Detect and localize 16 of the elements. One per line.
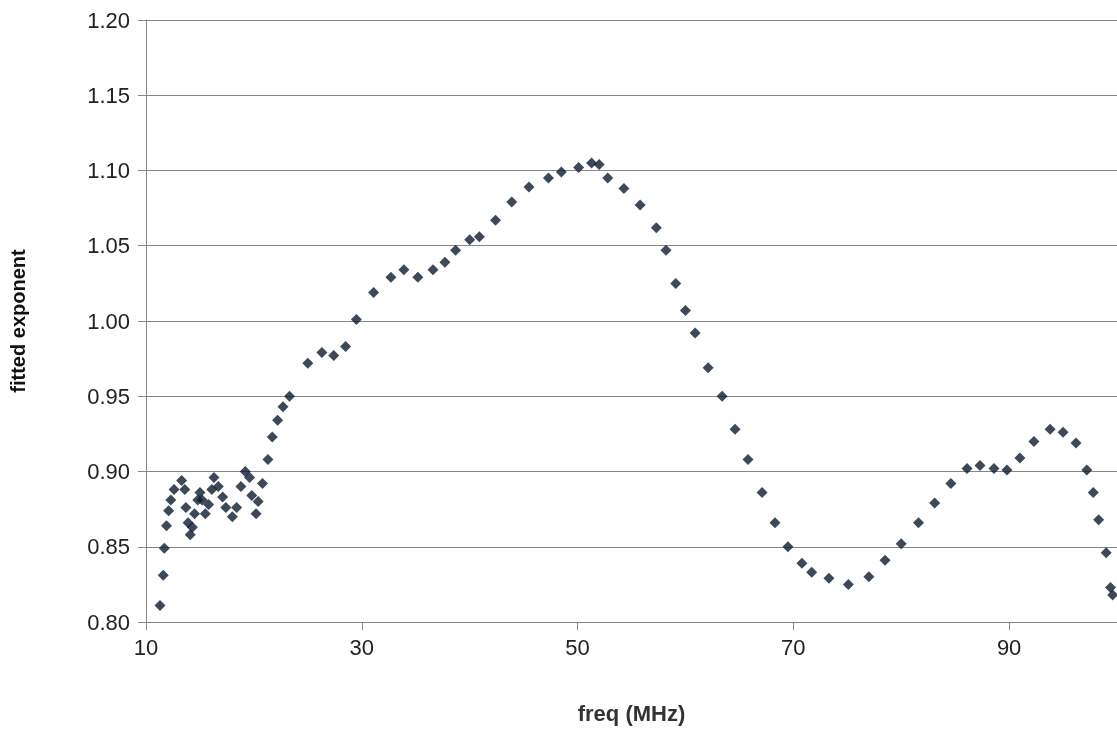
y-tick-label: 0.80 xyxy=(87,609,130,635)
y-tick-label: 0.95 xyxy=(87,383,130,409)
y-tick-label: 1.15 xyxy=(87,82,130,108)
y-tick-label: 1.10 xyxy=(87,158,130,183)
x-tick-label: 30 xyxy=(349,634,375,660)
x-tick-label: 10 xyxy=(133,634,159,660)
x-tick-label: 50 xyxy=(565,634,590,660)
x-axis-title: freq (MHz) xyxy=(577,700,686,726)
y-tick-label: 1.00 xyxy=(87,308,130,334)
y-tick-label: 0.85 xyxy=(87,534,130,560)
y-axis-title: fitted exponent xyxy=(7,249,29,393)
y-tick-label: 0.90 xyxy=(87,459,130,484)
x-tick-label: 90 xyxy=(996,634,1022,660)
y-tick-label: 1.20 xyxy=(87,7,130,33)
y-tick-label: 1.05 xyxy=(87,233,130,259)
x-tick-label: 70 xyxy=(781,634,806,660)
